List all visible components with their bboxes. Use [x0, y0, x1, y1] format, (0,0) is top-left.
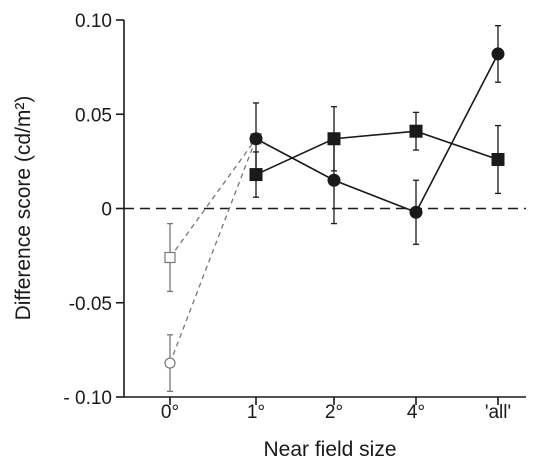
- x-axis-ticks: 0° 1° 2° 4° 'all': [161, 397, 511, 423]
- y-tick-label-1: 0.05: [75, 105, 112, 126]
- series-2-point-0: [164, 357, 176, 369]
- series-1-point-2: [409, 124, 423, 138]
- x-axis-title: Near field size: [263, 438, 396, 461]
- series-1-point-1: [327, 132, 341, 146]
- series-1-line: [255, 130, 499, 176]
- series-1-point-0: [249, 168, 263, 182]
- series-3: [164, 133, 262, 293]
- series-1-point-3: [491, 152, 505, 166]
- x-tick-label-2: 2°: [325, 402, 343, 423]
- series-0-line: [255, 53, 499, 214]
- y-tick-label-3: -0.05: [69, 294, 112, 315]
- x-tick-label-1: 1°: [247, 402, 265, 423]
- series-0-point-1: [327, 173, 341, 187]
- y-tick-label-2: 0: [101, 200, 112, 221]
- y-tick-label-4: - 0.10: [63, 388, 112, 409]
- series-2-line: [169, 138, 257, 364]
- y-axis-title: Difference score (cd/m²): [12, 96, 35, 321]
- series-1: [249, 106, 505, 198]
- series-0-point-3: [491, 47, 505, 61]
- series-0-point-2: [409, 205, 423, 219]
- series-layer: [164, 25, 505, 392]
- series-3-line: [169, 138, 257, 258]
- series-2: [164, 133, 262, 392]
- y-axis-ticks: 0.10 0.05 0 -0.05 - 0.10: [63, 11, 124, 409]
- x-tick-label-4: 'all': [485, 402, 511, 423]
- series-0-point-0: [249, 132, 263, 146]
- x-tick-label-0: 0°: [161, 402, 179, 423]
- x-tick-label-3: 4°: [407, 402, 425, 423]
- y-tick-label-0: 0.10: [75, 11, 112, 32]
- series-3-point-0: [164, 251, 176, 264]
